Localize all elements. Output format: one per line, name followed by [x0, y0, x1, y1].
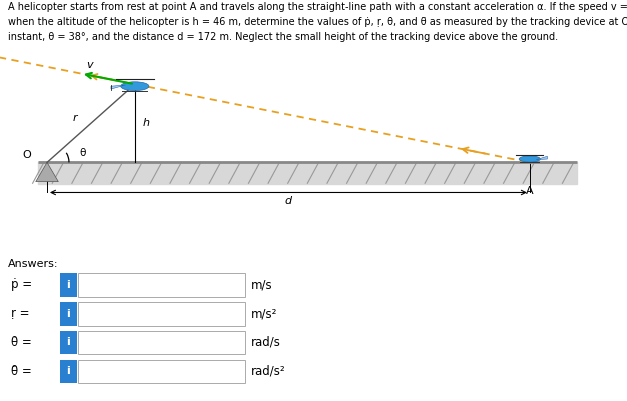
Text: Answers:: Answers: — [8, 259, 58, 269]
Bar — [60, 331, 77, 354]
Text: θ̇ =: θ̇ = — [11, 336, 32, 349]
Text: d: d — [285, 196, 292, 206]
Text: rad/s²: rad/s² — [251, 365, 285, 378]
Bar — [78, 273, 245, 297]
Bar — [78, 302, 245, 326]
Bar — [38, 162, 577, 184]
Ellipse shape — [120, 82, 149, 91]
Text: θ̈ =: θ̈ = — [11, 365, 32, 378]
Text: ṛ =: ṛ = — [11, 307, 30, 320]
Text: θ: θ — [80, 148, 86, 158]
Text: when the altitude of the helicopter is h = 46 m, determine the values of ṗ, ṛ, θ: when the altitude of the helicopter is h… — [8, 17, 627, 27]
Text: i: i — [66, 367, 70, 376]
Polygon shape — [111, 85, 125, 89]
Polygon shape — [36, 162, 58, 182]
Text: rad/s: rad/s — [251, 336, 281, 349]
Polygon shape — [536, 156, 547, 160]
Text: h: h — [142, 118, 149, 128]
Text: ṗ =: ṗ = — [11, 278, 33, 291]
Text: r: r — [73, 113, 78, 123]
Text: O: O — [23, 150, 31, 160]
Bar — [60, 302, 77, 326]
Text: i: i — [66, 309, 70, 318]
Bar — [78, 331, 245, 354]
Text: m/s²: m/s² — [251, 307, 277, 320]
Text: instant, θ = 38°, and the distance d = 172 m. Neglect the small height of the tr: instant, θ = 38°, and the distance d = 1… — [8, 32, 557, 42]
Bar — [60, 273, 77, 297]
Text: A helicopter starts from rest at point A and travels along the straight-line pat: A helicopter starts from rest at point A… — [8, 2, 627, 12]
Text: m/s: m/s — [251, 278, 272, 291]
Text: i: i — [66, 338, 70, 347]
Text: i: i — [66, 280, 70, 290]
Text: v: v — [86, 60, 93, 70]
Text: A: A — [526, 186, 534, 196]
Bar — [60, 360, 77, 383]
Ellipse shape — [519, 156, 540, 162]
Bar — [78, 360, 245, 383]
